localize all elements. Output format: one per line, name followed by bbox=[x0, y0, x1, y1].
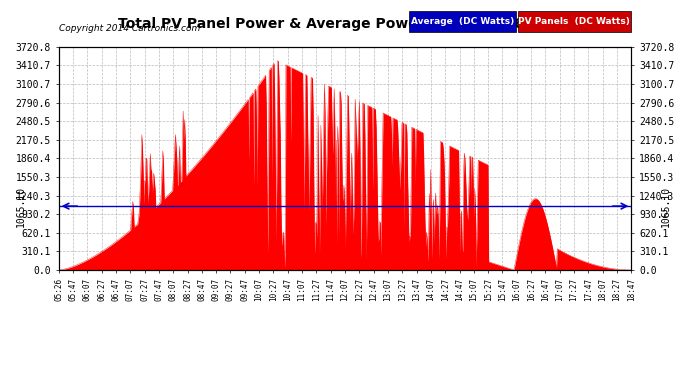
Text: Total PV Panel Power & Average Power Mon May 26 19:14: Total PV Panel Power & Average Power Mon… bbox=[117, 17, 573, 31]
Text: PV Panels  (DC Watts): PV Panels (DC Watts) bbox=[518, 17, 631, 26]
Text: 1065.10: 1065.10 bbox=[16, 186, 26, 227]
Text: Copyright 2014 Cartronics.com: Copyright 2014 Cartronics.com bbox=[59, 24, 200, 33]
Text: 1065.10: 1065.10 bbox=[661, 186, 671, 227]
Text: Average  (DC Watts): Average (DC Watts) bbox=[411, 17, 514, 26]
